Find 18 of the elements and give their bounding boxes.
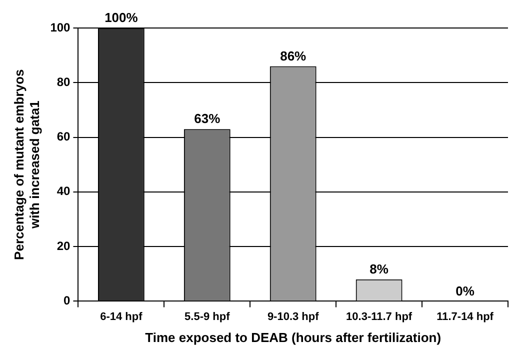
- y-tick-label: 80: [56, 74, 71, 89]
- x-tick-label: 11.7-14 hpf: [436, 310, 494, 323]
- y-axis-title: Percentage of mutant embryos with increased gata1: [11, 69, 42, 260]
- x-tick-label: 9-10.3 hpf: [267, 310, 320, 323]
- x-axis-title: Time exposed to DEAB (hours after fertilization): [145, 330, 442, 345]
- x-tick-label: 5.5-9 hpf: [184, 310, 230, 323]
- data-label: 63%: [194, 111, 221, 126]
- y-tick-label: 60: [56, 130, 71, 144]
- data-label: 0%: [456, 283, 475, 298]
- x-tick-label: 10.3-11.7 hpf: [346, 310, 412, 323]
- y-tick-label: 0: [64, 294, 71, 308]
- y-tick-label: 20: [56, 238, 71, 253]
- data-label: 100%: [104, 10, 138, 26]
- data-label: 86%: [280, 48, 307, 64]
- x-tick-label: 6-14 hpf: [100, 310, 143, 323]
- y-tick-label: 40: [56, 184, 71, 198]
- y-tick-label: 100: [50, 20, 71, 34]
- data-label: 8%: [370, 261, 389, 276]
